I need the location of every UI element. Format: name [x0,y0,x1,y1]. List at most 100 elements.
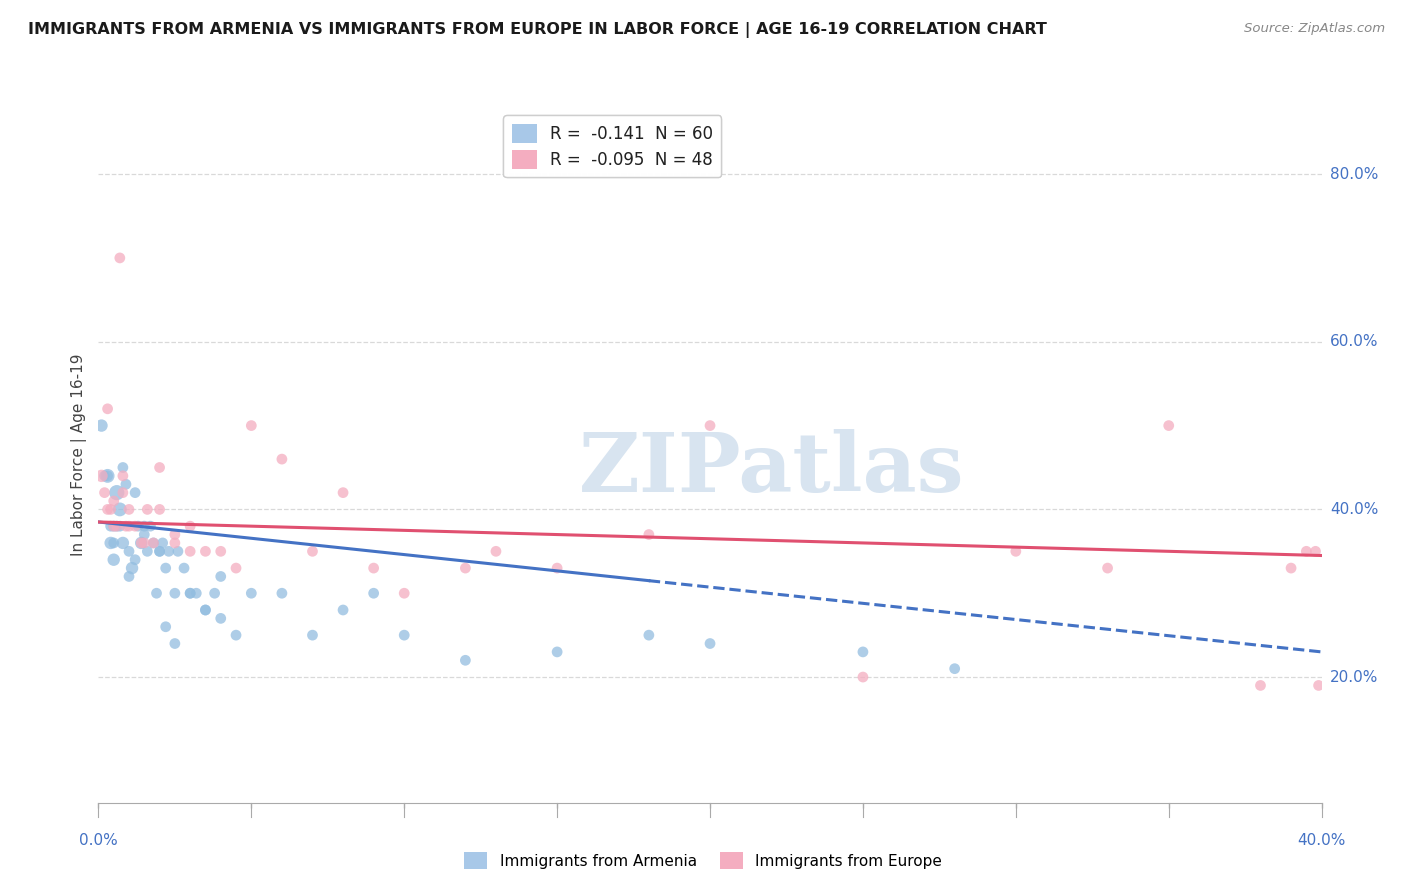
Point [332,603,354,617]
Text: 20.0%: 20.0% [1330,670,1378,684]
Point [97,401,120,416]
Point [127,519,149,533]
Point [163,586,186,600]
Point [97,502,120,516]
Point [454,561,477,575]
Point [115,477,138,491]
Point [152,536,174,550]
Point [103,519,125,533]
Point [93,468,115,483]
Point [103,494,125,508]
Legend: Immigrants from Armenia, Immigrants from Europe: Immigrants from Armenia, Immigrants from… [458,846,948,875]
Point [194,544,217,558]
Point [363,561,385,575]
Point [155,561,177,575]
Point [301,544,323,558]
Point [363,586,385,600]
Point [240,418,263,433]
Point [111,468,134,483]
Point [97,468,120,483]
Point [118,569,141,583]
Point [209,569,232,583]
Point [546,561,568,575]
Text: IMMIGRANTS FROM ARMENIA VS IMMIGRANTS FROM EUROPE IN LABOR FORCE | AGE 16-19 COR: IMMIGRANTS FROM ARMENIA VS IMMIGRANTS FR… [28,22,1047,38]
Point [546,645,568,659]
Point [100,502,122,516]
Text: 40.0%: 40.0% [1298,833,1346,848]
Point [149,460,172,475]
Point [111,460,134,475]
Point [90,418,112,433]
Point [1097,561,1119,575]
Point [179,586,201,600]
Point [637,628,661,642]
Point [103,519,125,533]
Point [225,561,247,575]
Point [105,519,128,533]
Point [209,544,232,558]
Point [1157,418,1180,433]
Text: 80.0%: 80.0% [1330,167,1378,182]
Point [157,544,180,558]
Point [118,519,141,533]
Point [204,586,226,600]
Point [179,586,201,600]
Point [93,485,115,500]
Point [179,544,201,558]
Point [97,468,120,483]
Point [392,586,416,600]
Point [163,536,186,550]
Point [111,536,134,550]
Point [699,418,721,433]
Point [136,544,159,558]
Point [108,251,131,265]
Point [270,586,292,600]
Point [149,544,172,558]
Point [194,603,217,617]
Y-axis label: In Labor Force | Age 16-19: In Labor Force | Age 16-19 [72,353,87,557]
Point [129,536,152,550]
Point [943,662,966,676]
Point [100,536,122,550]
Point [186,586,208,600]
Text: Source: ZipAtlas.com: Source: ZipAtlas.com [1244,22,1385,36]
Text: 40.0%: 40.0% [1330,502,1378,516]
Point [103,552,125,566]
Point [105,519,128,533]
Point [637,527,661,541]
Point [454,653,477,667]
Point [1279,561,1302,575]
Point [145,586,167,600]
Point [1305,544,1327,558]
Point [149,502,172,516]
Point [105,485,128,500]
Point [100,519,122,533]
Point [1004,544,1026,558]
Point [332,485,354,500]
Point [485,544,508,558]
Point [392,628,416,642]
Point [124,485,146,500]
Point [103,536,125,550]
Point [167,544,190,558]
Point [124,552,146,566]
Point [124,519,146,533]
Point [852,670,875,684]
Text: 0.0%: 0.0% [79,833,118,848]
Point [194,603,217,617]
Point [163,527,186,541]
Point [852,645,875,659]
Text: ZIPatlas: ZIPatlas [578,429,965,508]
Point [699,636,721,650]
Point [115,519,138,533]
Point [1295,544,1317,558]
Point [108,502,131,516]
Point [155,620,177,634]
Point [142,536,165,550]
Point [149,544,172,558]
Text: 60.0%: 60.0% [1330,334,1378,350]
Point [270,452,292,467]
Point [1308,678,1330,692]
Point [225,628,247,642]
Point [240,586,263,600]
